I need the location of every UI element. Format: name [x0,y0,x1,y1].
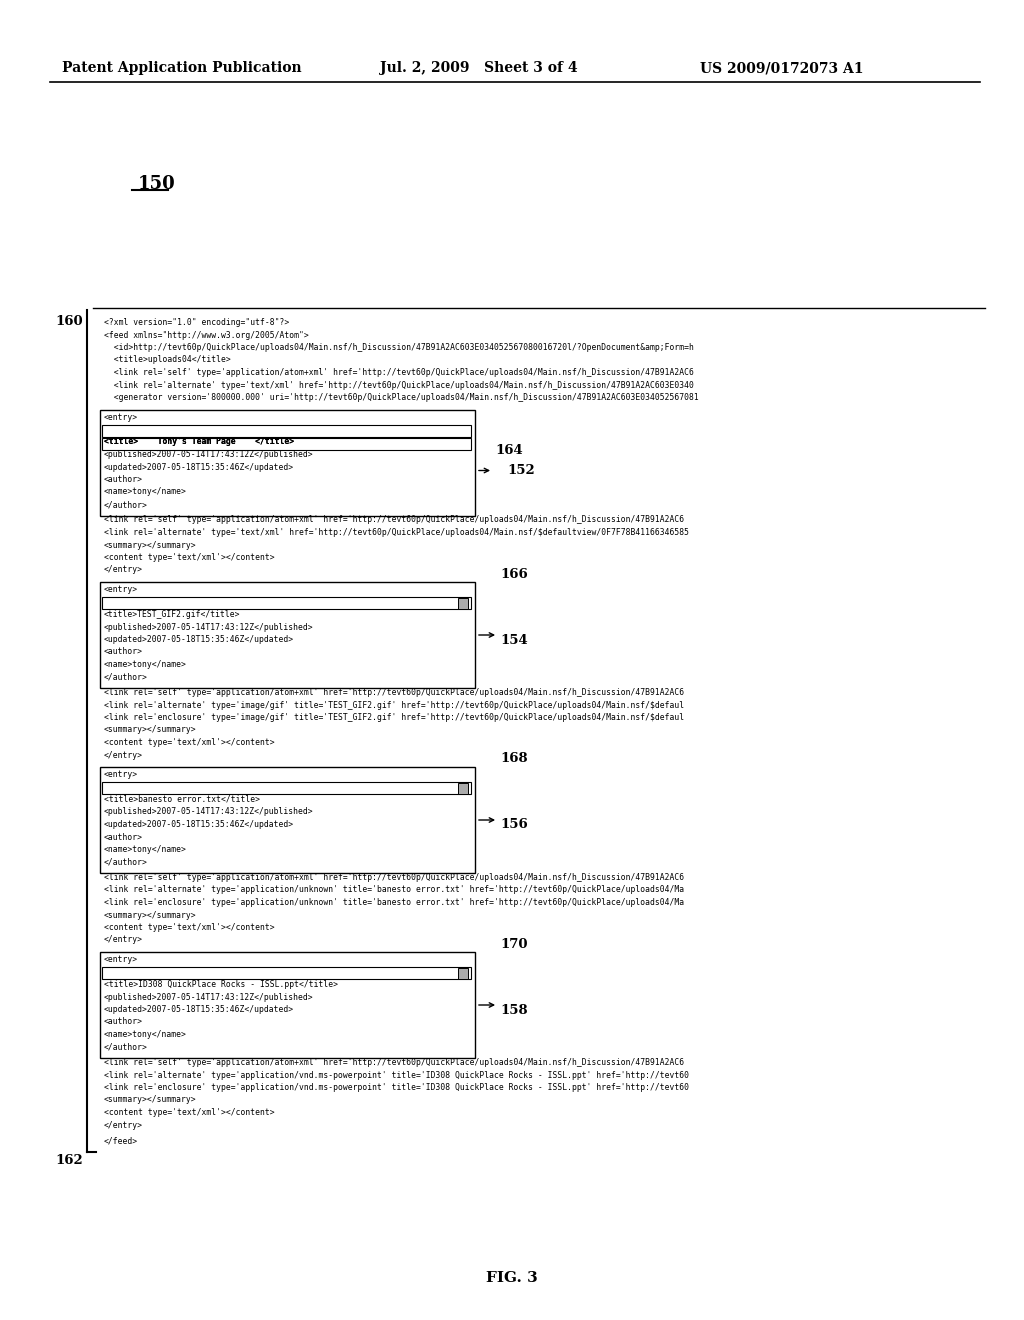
Text: <updated>2007-05-18T15:35:46Z</updated>: <updated>2007-05-18T15:35:46Z</updated> [104,1005,294,1014]
Text: <author>: <author> [104,648,143,656]
Text: <content type='text/xml'></content>: <content type='text/xml'></content> [104,553,274,562]
Text: 154: 154 [500,634,527,647]
FancyBboxPatch shape [100,952,475,1059]
Bar [458,783,468,793]
Text: <title>    Tony's Team Page    </title>: <title> Tony's Team Page </title> [104,437,294,446]
Text: 150: 150 [138,176,176,193]
Text: </feed>: </feed> [104,1137,138,1146]
Text: <link rel='self' type='application/atom+xml' href='http://tevt60p/QuickPlace/upl: <link rel='self' type='application/atom+… [104,873,684,882]
FancyBboxPatch shape [102,437,471,450]
Text: <title>    Tony's Team Page    </title>: <title> Tony's Team Page </title> [104,437,294,446]
Text: <link rel='self' type='application/atom+xml' href='http://tevt60p/QuickPlace/upl: <link rel='self' type='application/atom+… [104,688,684,697]
Text: <entry>: <entry> [104,954,138,964]
Text: <title>ID308 QuickPlace Rocks - ISSL.ppt</title>: <title>ID308 QuickPlace Rocks - ISSL.ppt… [104,979,338,989]
Text: <author>: <author> [104,833,143,842]
Text: US 2009/0172073 A1: US 2009/0172073 A1 [700,61,863,75]
Text: <id>http://tevt60p/QuickPlace/uploads04/Main.nsf/h_Discussion/47B91A2AC603E03405: <id>http://tevt60p/QuickPlace/uploads04/… [104,343,694,352]
Text: <title>    Tony's Team Page    </title>: <title> Tony's Team Page </title> [104,437,294,446]
Text: <content type='text/xml'></content>: <content type='text/xml'></content> [104,1107,274,1117]
Text: <entry>: <entry> [104,770,138,779]
Text: <author>: <author> [104,475,143,484]
Text: 152: 152 [507,465,535,477]
Text: <feed xmlns="http://www.w3.org/2005/Atom">: <feed xmlns="http://www.w3.org/2005/Atom… [104,330,309,339]
Bar [458,968,468,978]
Text: </entry>: </entry> [104,565,143,574]
Text: <summary></summary>: <summary></summary> [104,911,197,920]
FancyBboxPatch shape [100,582,475,688]
Text: Jul. 2, 2009   Sheet 3 of 4: Jul. 2, 2009 Sheet 3 of 4 [380,61,578,75]
Text: 156: 156 [500,818,527,832]
Text: <title>banesto error.txt</title>: <title>banesto error.txt</title> [104,795,260,804]
Text: <link rel='alternate' type='text/xml' href='http://tevt60p/QuickPlace/uploads04/: <link rel='alternate' type='text/xml' hr… [104,528,689,537]
Text: 164: 164 [495,444,522,457]
Text: FIG. 3: FIG. 3 [486,1271,538,1284]
Text: <name>tony</name>: <name>tony</name> [104,487,186,496]
Text: </author>: </author> [104,500,147,510]
Text: <summary></summary>: <summary></summary> [104,726,197,734]
Text: <link rel='enclosure' type='application/vnd.ms-powerpoint' title='ID308 QuickPla: <link rel='enclosure' type='application/… [104,1082,689,1092]
Text: <entry>: <entry> [104,412,138,421]
Text: <author>: <author> [104,1018,143,1027]
Text: <id>0F7F78B41166346585252720B00775018</id>: <id>0F7F78B41166346585252720B00775018</i… [104,425,309,434]
Text: <content type='text/xml'></content>: <content type='text/xml'></content> [104,923,274,932]
Text: 168: 168 [500,752,527,766]
FancyBboxPatch shape [100,767,475,873]
Text: </entry>: </entry> [104,751,143,759]
Text: <title>TEST_GIF2.gif</title>: <title>TEST_GIF2.gif</title> [104,610,241,619]
Text: </author>: </author> [104,672,147,681]
Text: <link rel='self' type='application/atom+xml' href='http://tevt60p/QuickPlace/upl: <link rel='self' type='application/atom+… [104,368,694,378]
Text: 166: 166 [500,568,527,581]
Text: <link rel='self' type='application/atom+xml' href='http://tevt60p/QuickPlace/upl: <link rel='self' type='application/atom+… [104,516,684,524]
Text: </author>: </author> [104,858,147,866]
Text: <updated>2007-05-18T15:35:46Z</updated>: <updated>2007-05-18T15:35:46Z</updated> [104,635,294,644]
Text: <id>0F7F78B411663465852572D800775018.2</id>: <id>0F7F78B411663465852572D800775018.2</… [104,783,313,792]
Text: <link rel='alternate' type='text/xml' href='http://tevt60p/QuickPlace/uploads04/: <link rel='alternate' type='text/xml' hr… [104,380,694,389]
FancyBboxPatch shape [102,968,471,979]
Text: <name>tony</name>: <name>tony</name> [104,845,186,854]
Text: <name>tony</name>: <name>tony</name> [104,660,186,669]
Text: <link rel='self' type='application/atom+xml' href='http://tevt60p/QuickPlace/upl: <link rel='self' type='application/atom+… [104,1059,684,1067]
Text: <title>uploads04</title>: <title>uploads04</title> [104,355,230,364]
Text: <content type='text/xml'></content>: <content type='text/xml'></content> [104,738,274,747]
Bar [458,598,468,609]
FancyBboxPatch shape [102,781,471,795]
Text: <updated>2007-05-18T15:35:46Z</updated>: <updated>2007-05-18T15:35:46Z</updated> [104,462,294,471]
Text: <published>2007-05-14T17:43:12Z</published>: <published>2007-05-14T17:43:12Z</publish… [104,993,313,1002]
Text: <generator version='800000.000' uri='http://tevt60p/QuickPlace/uploads04/Main.ns: <generator version='800000.000' uri='htt… [104,393,698,403]
Text: <published>2007-05-14T17:43:12Z</published>: <published>2007-05-14T17:43:12Z</publish… [104,623,313,631]
Text: <link rel='enclosure' type='application/unknown' title='banesto error.txt' href=: <link rel='enclosure' type='application/… [104,898,684,907]
Text: Patent Application Publication: Patent Application Publication [62,61,302,75]
Text: <published>2007-05-14T17:43:12Z</published>: <published>2007-05-14T17:43:12Z</publish… [104,808,313,817]
Text: <summary></summary>: <summary></summary> [104,1096,197,1105]
Text: <link rel='alternate' type='application/unknown' title='banesto error.txt' href=: <link rel='alternate' type='application/… [104,886,684,895]
Text: </entry>: </entry> [104,1121,143,1130]
Text: <published>2007-05-14T17:43:12Z</published>: <published>2007-05-14T17:43:12Z</publish… [104,450,313,459]
Text: 162: 162 [55,1154,83,1167]
Text: <entry>: <entry> [104,585,138,594]
Text: <link rel='enclosure' type='image/gif' title='TEST_GIF2.gif' href='http://tevt60: <link rel='enclosure' type='image/gif' t… [104,713,684,722]
Text: <summary></summary>: <summary></summary> [104,540,197,549]
Text: <updated>2007-05-18T15:35:46Z</updated>: <updated>2007-05-18T15:35:46Z</updated> [104,820,294,829]
Text: </entry>: </entry> [104,936,143,945]
FancyBboxPatch shape [102,597,471,609]
Text: <name>tony</name>: <name>tony</name> [104,1030,186,1039]
Text: <id>0F7F78B411663465852572D800775018.3</id>: <id>0F7F78B411663465852572D800775018.3</… [104,968,313,977]
Text: <link rel='alternate' type='application/vnd.ms-powerpoint' title='ID308 QuickPla: <link rel='alternate' type='application/… [104,1071,689,1080]
Text: <?xml version="1.0" encoding="utf-8"?>: <?xml version="1.0" encoding="utf-8"?> [104,318,289,327]
Text: 160: 160 [55,315,83,327]
Text: </author>: </author> [104,1043,147,1052]
Text: <id>0F7F78B411663465852572D800775018.1</id>: <id>0F7F78B411663465852572D800775018.1</… [104,598,313,606]
FancyBboxPatch shape [100,409,475,516]
FancyBboxPatch shape [102,425,471,437]
Text: 170: 170 [500,937,527,950]
Text: <link rel='alternate' type='image/gif' title='TEST_GIF2.gif' href='http://tevt60: <link rel='alternate' type='image/gif' t… [104,701,684,710]
Text: 158: 158 [500,1003,527,1016]
